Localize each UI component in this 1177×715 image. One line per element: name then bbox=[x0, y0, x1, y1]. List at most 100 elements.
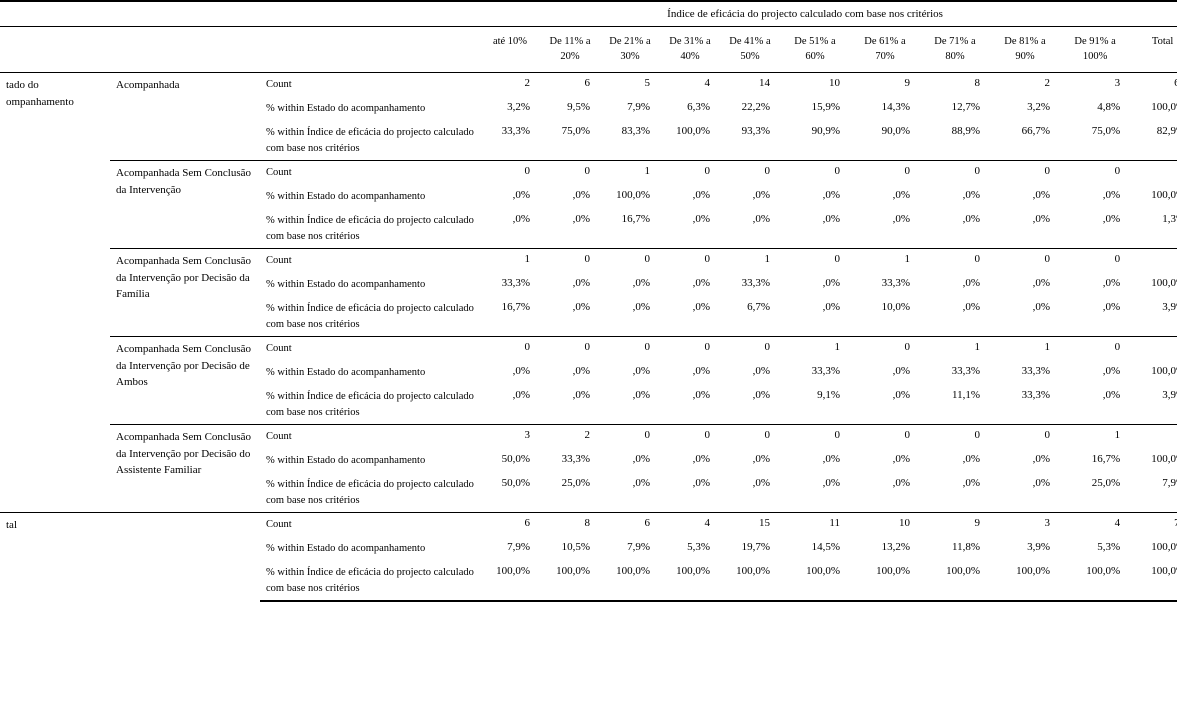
cell-total: 1 bbox=[1130, 161, 1177, 185]
cell: ,0% bbox=[600, 361, 660, 385]
cell-total: 100,0% bbox=[1130, 449, 1177, 473]
cell: 100,0% bbox=[990, 561, 1060, 602]
cell: ,0% bbox=[920, 209, 990, 249]
cell: 3 bbox=[1060, 73, 1130, 97]
cell: 1 bbox=[480, 249, 540, 273]
row-variable-label: tado do ompanhamento bbox=[0, 73, 110, 513]
col-header: até 10% bbox=[480, 27, 540, 73]
cell: ,0% bbox=[1060, 273, 1130, 297]
cell: 0 bbox=[850, 425, 920, 449]
row-category-label: Acompanhada bbox=[110, 73, 260, 161]
cell: 3,2% bbox=[990, 97, 1060, 121]
cell: 5,3% bbox=[660, 537, 720, 561]
table-header: Índice de eficácia do projecto calculado… bbox=[0, 1, 1177, 73]
cell: 12,7% bbox=[920, 97, 990, 121]
cell: ,0% bbox=[920, 185, 990, 209]
cell: ,0% bbox=[780, 473, 850, 513]
cell: 100,0% bbox=[660, 121, 720, 161]
cell: 1 bbox=[780, 337, 850, 361]
cell: 0 bbox=[600, 249, 660, 273]
cell-total: 82,9% bbox=[1130, 121, 1177, 161]
cell: 13,2% bbox=[850, 537, 920, 561]
cell: ,0% bbox=[850, 449, 920, 473]
cell: 0 bbox=[540, 337, 600, 361]
cell: 0 bbox=[780, 161, 850, 185]
stat-label-rowpct: % within Estado do acompanhamento bbox=[260, 361, 480, 385]
cell-total: 1,3% bbox=[1130, 209, 1177, 249]
cell: 1 bbox=[1060, 425, 1130, 449]
cell: 0 bbox=[1060, 161, 1130, 185]
cell: ,0% bbox=[720, 449, 780, 473]
cell: 0 bbox=[660, 249, 720, 273]
cell: 88,9% bbox=[920, 121, 990, 161]
cell: 19,7% bbox=[720, 537, 780, 561]
cell: ,0% bbox=[720, 385, 780, 425]
cell: 11 bbox=[780, 513, 850, 537]
cell: ,0% bbox=[850, 185, 920, 209]
cell: 93,3% bbox=[720, 121, 780, 161]
cell: 0 bbox=[1060, 249, 1130, 273]
cell: 0 bbox=[990, 425, 1060, 449]
cell: ,0% bbox=[660, 361, 720, 385]
cell: 8 bbox=[920, 73, 990, 97]
cell: 1 bbox=[850, 249, 920, 273]
cell: 16,7% bbox=[600, 209, 660, 249]
column-group-title: Índice de eficácia do projecto calculado… bbox=[480, 1, 1130, 27]
cell: ,0% bbox=[720, 361, 780, 385]
cell: 6,3% bbox=[660, 97, 720, 121]
cell: 66,7% bbox=[990, 121, 1060, 161]
row-category-label: Acompanhada Sem Conclusão da Intervenção… bbox=[110, 337, 260, 425]
cell: ,0% bbox=[720, 209, 780, 249]
cell-total: 100,0% bbox=[1130, 273, 1177, 297]
cell: ,0% bbox=[1060, 185, 1130, 209]
cell: 33,3% bbox=[990, 385, 1060, 425]
cell: 1 bbox=[720, 249, 780, 273]
cell-total: 100,0% bbox=[1130, 537, 1177, 561]
cell: ,0% bbox=[850, 385, 920, 425]
cell: ,0% bbox=[600, 385, 660, 425]
cell: 7,9% bbox=[600, 537, 660, 561]
cell: 25,0% bbox=[540, 473, 600, 513]
cell: 0 bbox=[660, 161, 720, 185]
cell-total: 3 bbox=[1130, 249, 1177, 273]
cell: 5 bbox=[600, 73, 660, 97]
cell: 100,0% bbox=[780, 561, 850, 602]
stat-label-colpct: % within Índice de eficácia do projecto … bbox=[260, 297, 480, 337]
cell: ,0% bbox=[540, 209, 600, 249]
cell: 8 bbox=[540, 513, 600, 537]
cell: 9,5% bbox=[540, 97, 600, 121]
col-header: De 21% a 30% bbox=[600, 27, 660, 73]
cell: 6,7% bbox=[720, 297, 780, 337]
cell-total: 76 bbox=[1130, 513, 1177, 537]
cell: 0 bbox=[1060, 337, 1130, 361]
cell: ,0% bbox=[990, 273, 1060, 297]
cell: 2 bbox=[480, 73, 540, 97]
cell: ,0% bbox=[990, 449, 1060, 473]
cell: 33,3% bbox=[920, 361, 990, 385]
cell: 90,0% bbox=[850, 121, 920, 161]
cell: 0 bbox=[480, 161, 540, 185]
cell: 0 bbox=[660, 425, 720, 449]
cell: ,0% bbox=[990, 473, 1060, 513]
cell: 0 bbox=[480, 337, 540, 361]
total-row-label: tal bbox=[0, 513, 260, 602]
cell: 6 bbox=[600, 513, 660, 537]
stat-label-colpct: % within Índice de eficácia do projecto … bbox=[260, 473, 480, 513]
cell-total: 3,9% bbox=[1130, 297, 1177, 337]
stat-label-colpct: % within Índice de eficácia do projecto … bbox=[260, 385, 480, 425]
cell: 33,3% bbox=[720, 273, 780, 297]
cell: 1 bbox=[600, 161, 660, 185]
cell: ,0% bbox=[780, 185, 850, 209]
cell-total: 100,0% bbox=[1130, 361, 1177, 385]
cell: 50,0% bbox=[480, 473, 540, 513]
cell: 0 bbox=[780, 249, 850, 273]
cell: ,0% bbox=[540, 185, 600, 209]
cell: ,0% bbox=[480, 209, 540, 249]
cell: 4 bbox=[660, 513, 720, 537]
cell: 0 bbox=[920, 425, 990, 449]
cell: 83,3% bbox=[600, 121, 660, 161]
cell: 1 bbox=[920, 337, 990, 361]
col-header: De 31% a 40% bbox=[660, 27, 720, 73]
table-body: tado do ompanhamentoAcompanhadaCount2654… bbox=[0, 73, 1177, 602]
cell: 33,3% bbox=[480, 273, 540, 297]
